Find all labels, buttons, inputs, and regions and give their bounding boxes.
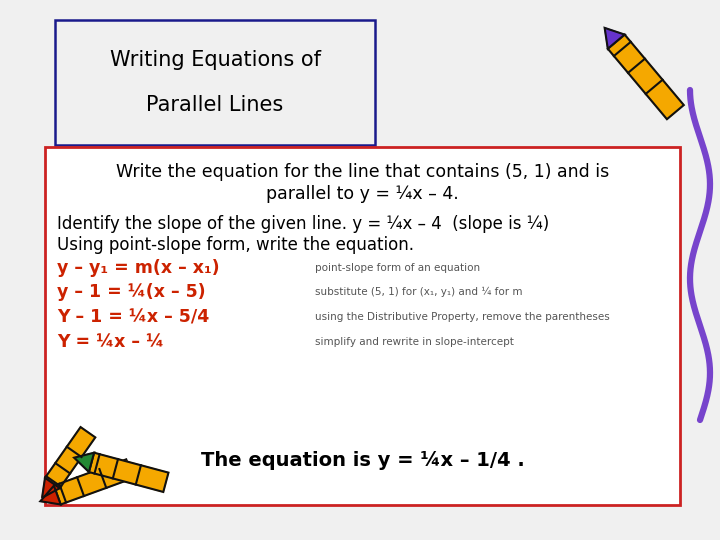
Text: parallel to y = ¼x – 4.: parallel to y = ¼x – 4. [266, 185, 459, 203]
Polygon shape [54, 460, 133, 504]
Polygon shape [605, 28, 625, 49]
Polygon shape [40, 485, 60, 504]
Text: Y = ¼x – ¼: Y = ¼x – ¼ [57, 333, 164, 351]
Text: simplify and rewrite in slope-intercept: simplify and rewrite in slope-intercept [315, 337, 514, 347]
FancyBboxPatch shape [45, 147, 680, 505]
Polygon shape [89, 453, 168, 492]
Text: Writing Equations of: Writing Equations of [109, 50, 320, 70]
Polygon shape [45, 427, 95, 488]
Text: Using point-slope form, write the equation.: Using point-slope form, write the equati… [57, 236, 414, 254]
Polygon shape [42, 478, 60, 498]
FancyBboxPatch shape [55, 20, 375, 145]
Text: Write the equation for the line that contains (5, 1) and is: Write the equation for the line that con… [116, 163, 609, 181]
Text: Y – 1 = ¼x – 5/4: Y – 1 = ¼x – 5/4 [57, 308, 210, 326]
Text: The equation is y = ¼x – 1/4 .: The equation is y = ¼x – 1/4 . [201, 450, 524, 469]
Text: using the Distributive Property, remove the parentheses: using the Distributive Property, remove … [315, 312, 610, 322]
Polygon shape [608, 35, 684, 119]
Text: Identify the slope of the given line. y = ¼x – 4  (slope is ¼): Identify the slope of the given line. y … [57, 215, 549, 233]
Text: y – y₁ = m(x – x₁): y – y₁ = m(x – x₁) [57, 259, 220, 277]
Text: Parallel Lines: Parallel Lines [146, 95, 284, 115]
Text: y – 1 = ¼(x – 5): y – 1 = ¼(x – 5) [57, 283, 206, 301]
Text: point-slope form of an equation: point-slope form of an equation [315, 263, 480, 273]
Polygon shape [74, 453, 94, 472]
Text: substitute (5, 1) for (x₁, y₁) and ¼ for m: substitute (5, 1) for (x₁, y₁) and ¼ for… [315, 287, 523, 297]
